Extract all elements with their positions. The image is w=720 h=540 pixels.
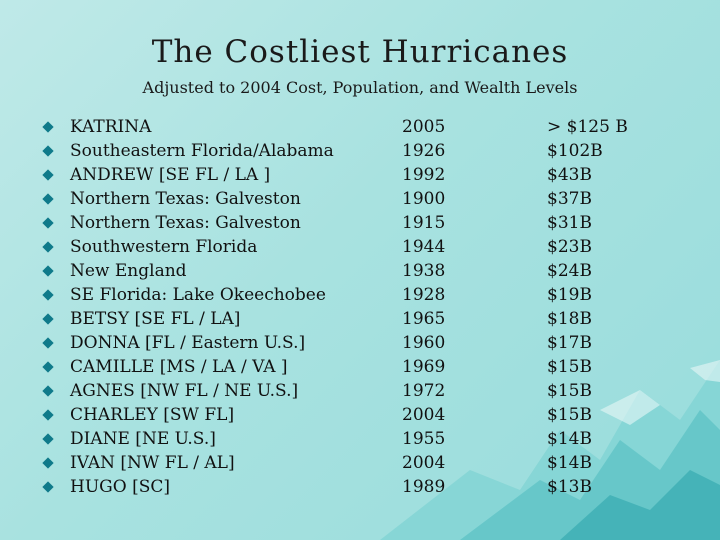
slide-subtitle: Adjusted to 2004 Cost, Population, and W… [142, 78, 578, 97]
hurricane-name: BETSY [SE FL / LA] [70, 309, 241, 329]
diamond-bullet-icon [42, 169, 54, 181]
hurricane-cost: > $125 B [547, 117, 628, 137]
hurricane-cost: $13B [547, 477, 592, 497]
hurricane-cost: $19B [547, 285, 592, 305]
list-item: Northern Texas: Galveston 1915 $31B [40, 211, 680, 235]
hurricane-name: New England [70, 261, 187, 281]
list-item: Southwestern Florida 1944 $23B [40, 235, 680, 259]
diamond-bullet-icon [42, 481, 54, 493]
diamond-bullet-icon [42, 265, 54, 277]
list-item: New England 1938 $24B [40, 259, 680, 283]
hurricane-cost: $15B [547, 357, 592, 377]
list-item: BETSY [SE FL / LA] 1965 $18B [40, 307, 680, 331]
hurricane-year: 1972 [402, 381, 446, 401]
hurricane-year: 1928 [402, 285, 446, 305]
slide-title: The Costliest Hurricanes [151, 34, 569, 70]
hurricane-year: 1969 [402, 357, 446, 377]
list-item: IVAN [NW FL / AL] 2004 $14B [40, 451, 680, 475]
diamond-bullet-icon [42, 121, 54, 133]
diamond-bullet-icon [42, 313, 54, 325]
hurricane-name: ANDREW [SE FL / LA ] [70, 165, 271, 185]
hurricane-cost: $17B [547, 333, 592, 353]
hurricane-year: 2004 [402, 453, 446, 473]
list-item: DIANE [NE U.S.] 1955 $14B [40, 427, 680, 451]
diamond-bullet-icon [42, 241, 54, 253]
hurricane-year: 1965 [402, 309, 446, 329]
hurricane-name: Southwestern Florida [70, 237, 258, 257]
hurricane-year: 2005 [402, 117, 446, 137]
hurricane-cost: $14B [547, 453, 592, 473]
hurricane-cost: $15B [547, 381, 592, 401]
diamond-bullet-icon [42, 193, 54, 205]
hurricane-name: KATRINA [70, 117, 152, 137]
hurricane-cost: $14B [547, 429, 592, 449]
diamond-bullet-icon [42, 385, 54, 397]
hurricane-name: Northern Texas: Galveston [70, 189, 301, 209]
hurricane-list: KATRINA 2005 > $125 B Southeastern Florida/… [40, 115, 680, 499]
hurricane-name: DONNA [FL / Eastern U.S.] [70, 333, 306, 353]
list-item: CAMILLE [MS / LA / VA ] 1969 $15B [40, 355, 680, 379]
hurricane-cost: $37B [547, 189, 592, 209]
hurricane-year: 1955 [402, 429, 446, 449]
hurricane-name: Southeastern Florida/Alabama [70, 141, 334, 161]
diamond-bullet-icon [42, 337, 54, 349]
diamond-bullet-icon [42, 145, 54, 157]
hurricane-year: 1992 [402, 165, 446, 185]
list-item: SE Florida: Lake Okeechobee 1928 $19B [40, 283, 680, 307]
hurricane-year: 2004 [402, 405, 446, 425]
hurricane-year: 1989 [402, 477, 446, 497]
list-item: ANDREW [SE FL / LA ] 1992 $43B [40, 163, 680, 187]
hurricane-year: 1915 [402, 213, 446, 233]
hurricane-cost: $15B [547, 405, 592, 425]
hurricane-name: HUGO [SC] [70, 477, 170, 497]
list-item: AGNES [NW FL / NE U.S.] 1972 $15B [40, 379, 680, 403]
hurricane-cost: $24B [547, 261, 592, 281]
hurricane-cost: $31B [547, 213, 592, 233]
list-item: HUGO [SC] 1989 $13B [40, 475, 680, 499]
hurricane-year: 1960 [402, 333, 446, 353]
list-item: DONNA [FL / Eastern U.S.] 1960 $17B [40, 331, 680, 355]
hurricane-year: 1944 [402, 237, 446, 257]
hurricane-cost: $43B [547, 165, 592, 185]
hurricane-name: CAMILLE [MS / LA / VA ] [70, 357, 288, 377]
list-item: CHARLEY [SW FL] 2004 $15B [40, 403, 680, 427]
diamond-bullet-icon [42, 433, 54, 445]
hurricane-name: CHARLEY [SW FL] [70, 405, 235, 425]
list-item: Northern Texas: Galveston 1900 $37B [40, 187, 680, 211]
hurricane-name: Northern Texas: Galveston [70, 213, 301, 233]
diamond-bullet-icon [42, 289, 54, 301]
diamond-bullet-icon [42, 361, 54, 373]
list-item: KATRINA 2005 > $125 B [40, 115, 680, 139]
hurricane-name: IVAN [NW FL / AL] [70, 453, 235, 473]
hurricane-year: 1900 [402, 189, 446, 209]
hurricane-cost: $102B [547, 141, 603, 161]
diamond-bullet-icon [42, 217, 54, 229]
hurricane-name: DIANE [NE U.S.] [70, 429, 216, 449]
hurricane-name: AGNES [NW FL / NE U.S.] [70, 381, 299, 401]
diamond-bullet-icon [42, 409, 54, 421]
hurricane-cost: $23B [547, 237, 592, 257]
hurricane-year: 1926 [402, 141, 446, 161]
list-item: Southeastern Florida/Alabama 1926 $102B [40, 139, 680, 163]
hurricane-year: 1938 [402, 261, 446, 281]
hurricane-name: SE Florida: Lake Okeechobee [70, 285, 326, 305]
hurricane-cost: $18B [547, 309, 592, 329]
diamond-bullet-icon [42, 457, 54, 469]
